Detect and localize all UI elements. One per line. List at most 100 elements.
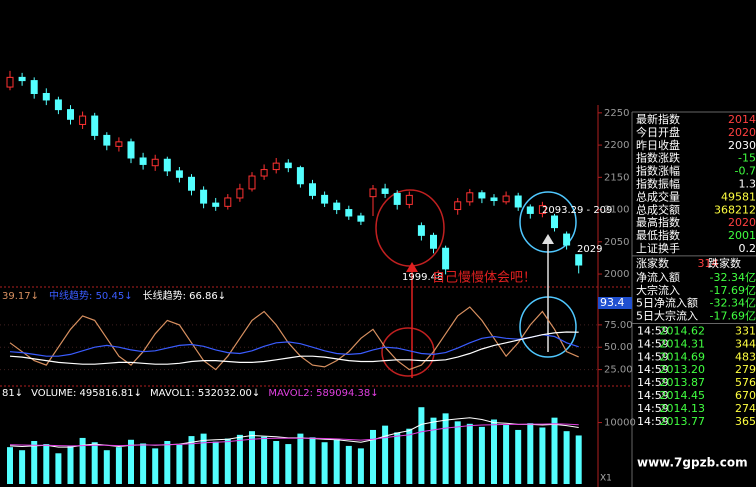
quote-value: 0.2 [739,242,756,255]
volume-bar [55,453,62,484]
quote-label: 昨日收盘 [636,138,680,152]
candle-body [248,175,256,190]
candle-body [175,170,183,178]
candle-body [381,188,389,194]
candle-body [417,225,425,236]
y-tick-label: 2000 [604,269,629,280]
candle-body [224,197,232,207]
volume-bar [164,441,171,484]
tick-cell: 576 [735,376,756,389]
candle-body [30,80,38,94]
tick-cell: 331 [735,325,756,338]
tick-cell: 344 [735,337,756,350]
candle-body [393,192,401,205]
candle-body [127,141,135,159]
candle-body [526,206,534,214]
volume-bar [382,425,389,484]
legend-entry: MAVOL1: 532032.00↓ [150,388,260,399]
tick-cell: 279 [735,363,756,376]
tick-cell: 274 [735,402,756,415]
watermark: www.7gpzb.com [637,456,748,470]
volume-bar [297,433,304,484]
candle-body [6,76,14,88]
candle-body [563,233,571,246]
volume-bar [539,427,546,484]
tick-cell: 2014.31 [660,337,706,350]
volume-bar [67,445,74,484]
y-tick-label: 50.00 [604,342,633,353]
volume-bar [285,444,292,484]
volume-bar [212,441,219,484]
candle-body [538,205,546,214]
volume-bar [345,445,352,484]
y-tick-label: 2200 [604,140,629,151]
candle-body [466,192,474,203]
candle-body [188,176,195,191]
volume-bar [176,444,183,484]
volume-bar [551,417,558,484]
quote-value: -15 [738,152,756,165]
quote-value: 2020 [728,216,756,229]
legend-prefix: 81↓ [2,388,23,399]
tick-cell: 14:59 [637,325,669,338]
quote-value: 2014 [728,113,756,126]
annotation: 2029 [577,244,602,255]
y-tick-label: 2250 [604,108,629,119]
tick-cell: 2014.45 [660,389,706,402]
candle-body [236,188,244,199]
quote-label: 总成交量 [636,189,680,203]
tick-cell: 2014.62 [660,325,706,338]
candle-body [79,115,87,125]
quote-value: 1.3 [739,178,756,191]
tick-cell: 14:59 [637,415,669,428]
candle-body [514,195,522,208]
candle-body [369,188,377,198]
volume-bar [370,429,376,484]
volume-bar [91,442,98,484]
flow-value: -32.34亿 [710,297,756,310]
volume-bar [406,428,413,484]
candle-body [309,183,316,196]
volume-bar [527,423,534,484]
tick-cell: 2014.13 [660,402,706,415]
quote-value: 2020 [728,126,756,139]
volume-bar [478,426,485,484]
volume-ma-line [9,423,579,447]
legend-entry: MAVOL2: 589094.38↓ [268,388,378,399]
arrow-head [542,234,554,244]
tick-cell: 14:59 [637,363,669,376]
quote-value: -0.7 [735,165,756,178]
volume-bar [7,447,13,484]
quote-value: 2030 [728,139,756,152]
candle-body [454,201,462,211]
axis-note: X1 [600,474,612,484]
legend-entry: VOLUME: 495816.81↓ [31,388,142,399]
volume-bar [79,437,86,484]
indicator-line [9,331,579,365]
volume-bar [224,438,231,484]
tick-cell: 14:59 [637,402,669,415]
volume-bar [152,448,159,484]
y-tick-label: 2150 [604,172,629,183]
candle-body [115,141,123,147]
volume-bar [321,442,328,484]
quote-value: 2001 [728,229,756,242]
breadth-item: 314 [698,257,719,270]
candle-body [212,202,220,207]
candle-body [54,99,62,111]
candle-body [357,215,365,222]
tick-cell: 14:59 [637,389,669,402]
tick-cell: 483 [735,350,756,363]
candle-body [42,92,50,101]
volume-bar [515,429,522,484]
volume-bar [563,431,570,484]
volume-bar [466,423,473,484]
y-tick-label: 2100 [604,205,629,216]
volume-bar [273,441,280,484]
volume-bar [236,434,243,484]
annotation: 2093.29 - 209 [542,205,612,216]
y-tick-label: 10000 [604,418,636,429]
y-tick-label: 25.00 [604,365,633,376]
legend-entry: 长线趋势: 66.86↓ [143,289,227,302]
marker-box [598,297,632,309]
